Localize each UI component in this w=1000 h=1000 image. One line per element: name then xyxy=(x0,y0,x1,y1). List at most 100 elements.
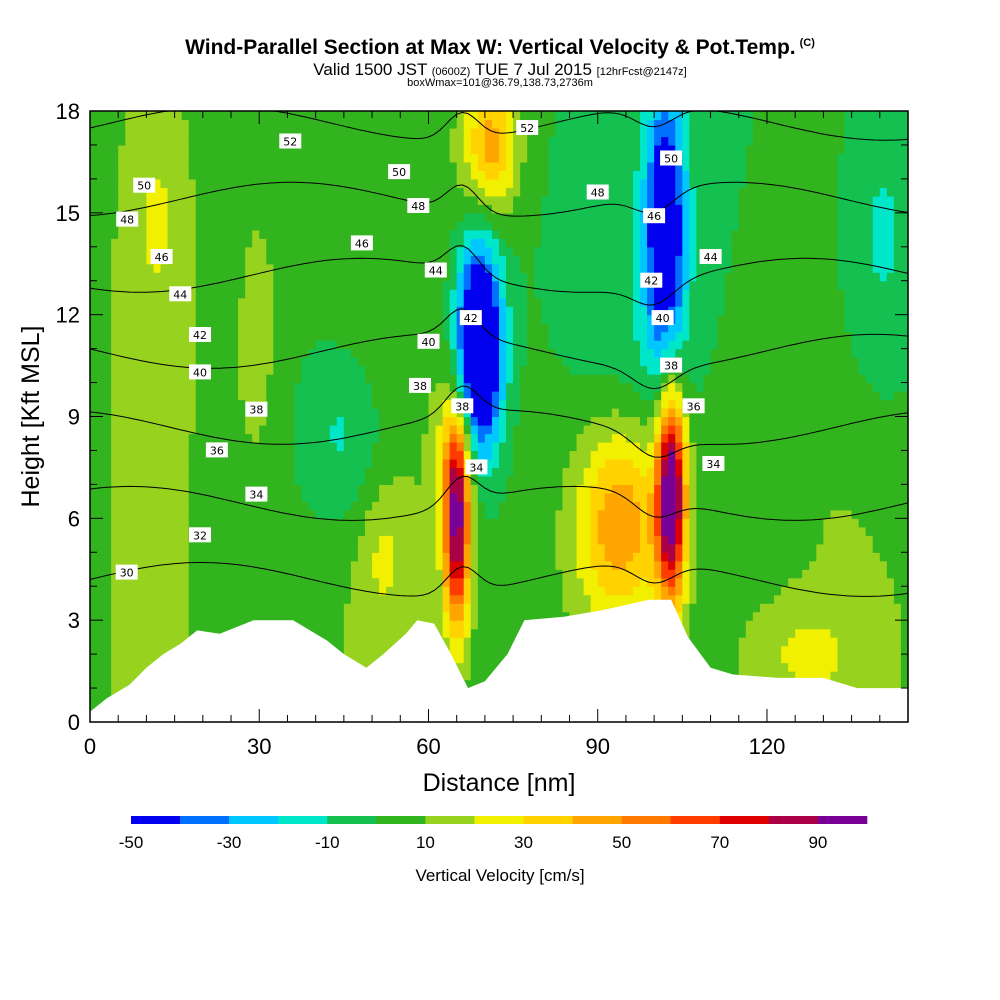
velocity-cell xyxy=(139,408,148,418)
velocity-cell xyxy=(428,552,437,562)
velocity-cell xyxy=(506,119,514,129)
velocity-cell xyxy=(202,560,211,570)
velocity-cell xyxy=(245,424,253,435)
velocity-cell xyxy=(104,526,112,536)
velocity-cell xyxy=(146,161,155,172)
velocity-cell xyxy=(414,611,423,621)
velocity-cell xyxy=(414,153,423,163)
velocity-cell xyxy=(541,357,549,367)
velocity-cell xyxy=(379,238,387,248)
velocity-cell xyxy=(301,314,310,324)
velocity-cell xyxy=(400,467,408,477)
velocity-cell xyxy=(499,297,507,307)
velocity-cell xyxy=(541,577,549,587)
velocity-cell xyxy=(555,348,564,358)
velocity-cell xyxy=(223,408,232,418)
velocity-cell xyxy=(393,518,401,528)
velocity-cell xyxy=(167,297,176,307)
velocity-cell xyxy=(463,161,472,172)
velocity-cell xyxy=(407,492,415,502)
velocity-cell xyxy=(541,170,549,180)
velocity-cell xyxy=(477,374,486,384)
velocity-cell xyxy=(470,161,479,172)
velocity-cell xyxy=(287,314,296,324)
velocity-cell xyxy=(379,127,387,138)
velocity-cell xyxy=(118,382,126,392)
velocity-cell xyxy=(111,178,119,188)
velocity-cell xyxy=(456,424,465,435)
velocity-cell xyxy=(209,416,218,426)
velocity-cell xyxy=(216,382,225,392)
velocity-cell xyxy=(372,111,380,121)
velocity-cell xyxy=(470,586,479,596)
velocity-cell xyxy=(153,458,162,469)
velocity-cell xyxy=(414,127,423,138)
velocity-cell xyxy=(273,441,281,452)
velocity-cell xyxy=(301,306,310,316)
velocity-cell xyxy=(449,637,458,647)
velocity-cell xyxy=(442,399,451,409)
velocity-cell xyxy=(259,195,267,205)
velocity-cell xyxy=(111,560,119,570)
velocity-cell xyxy=(393,433,401,443)
velocity-cell xyxy=(315,221,324,231)
velocity-cell xyxy=(442,348,451,358)
velocity-cell xyxy=(104,577,112,587)
velocity-cell xyxy=(202,501,211,511)
velocity-cell xyxy=(357,518,366,528)
velocity-cell xyxy=(238,450,246,460)
velocity-cell xyxy=(555,594,564,604)
velocity-cell xyxy=(343,509,352,519)
velocity-cell xyxy=(491,526,500,536)
velocity-cell xyxy=(259,509,267,519)
velocity-cell xyxy=(259,526,267,536)
velocity-cell xyxy=(541,272,549,282)
velocity-cell xyxy=(400,509,408,519)
velocity-cell xyxy=(245,577,253,587)
velocity-cell xyxy=(90,306,98,316)
velocity-cell xyxy=(393,204,401,214)
velocity-cell xyxy=(252,229,260,239)
velocity-cell xyxy=(280,229,289,239)
velocity-cell xyxy=(336,433,345,443)
velocity-cell xyxy=(104,161,112,172)
velocity-cell xyxy=(181,501,190,511)
velocity-cell xyxy=(238,475,246,485)
velocity-cell xyxy=(202,433,211,443)
velocity-cell xyxy=(357,391,366,401)
velocity-cell xyxy=(562,391,571,401)
velocity-cell xyxy=(209,484,218,494)
velocity-cell xyxy=(491,111,500,121)
velocity-cell xyxy=(125,255,133,265)
velocity-cell xyxy=(139,153,148,163)
velocity-cell xyxy=(111,297,119,307)
velocity-cell xyxy=(111,340,119,350)
velocity-cell xyxy=(407,136,415,146)
velocity-cell xyxy=(343,569,352,579)
velocity-cell xyxy=(294,263,303,273)
velocity-cell xyxy=(499,611,507,621)
velocity-cell xyxy=(357,255,366,265)
velocity-cell xyxy=(428,518,437,528)
velocity-cell xyxy=(294,433,303,443)
velocity-cell xyxy=(463,484,472,494)
velocity-cell xyxy=(569,178,578,188)
velocity-cell xyxy=(513,212,521,222)
velocity-cell xyxy=(174,501,183,511)
velocity-cell xyxy=(238,365,246,375)
velocity-cell xyxy=(534,441,542,452)
velocity-cell xyxy=(139,611,148,621)
velocity-cell xyxy=(407,229,415,239)
velocity-cell xyxy=(491,484,500,494)
velocity-cell xyxy=(548,263,557,273)
velocity-cell xyxy=(365,424,373,435)
velocity-cell xyxy=(315,374,324,384)
velocity-cell xyxy=(421,543,430,553)
velocity-cell xyxy=(470,280,479,290)
velocity-cell xyxy=(456,272,465,282)
velocity-cell xyxy=(372,246,380,256)
velocity-cell xyxy=(97,603,105,613)
velocity-cell xyxy=(181,161,190,172)
velocity-cell xyxy=(463,365,472,375)
velocity-cell xyxy=(209,518,218,528)
